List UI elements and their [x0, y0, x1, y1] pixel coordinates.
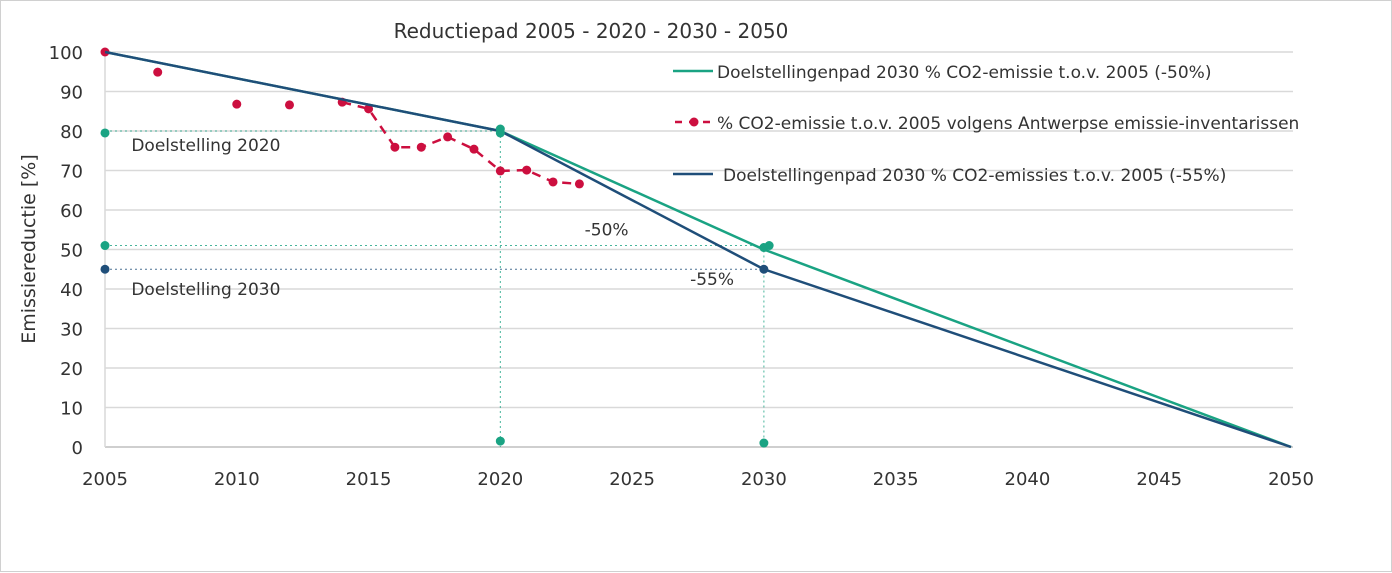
y-tick-label: 90 — [60, 83, 83, 104]
annotation: -55% — [690, 270, 734, 290]
data-point-inventory — [469, 144, 479, 154]
chart-title: Reductiepad 2005 - 2020 - 2030 - 2050 — [394, 19, 789, 43]
target-marker — [100, 264, 110, 274]
annotation: -50% — [585, 221, 629, 241]
x-tick-label: 2050 — [1268, 469, 1314, 490]
target-marker — [100, 128, 110, 138]
annotation: Doelstelling 2030 — [131, 280, 280, 300]
x-tick-label: 2035 — [873, 469, 919, 490]
legend-label: % CO2-emissie t.o.v. 2005 volgens Antwer… — [717, 114, 1299, 134]
y-tick-label: 10 — [60, 399, 83, 420]
data-point-inventory — [390, 142, 400, 152]
annotation: Doelstelling 2020 — [131, 136, 280, 156]
y-tick-label: 100 — [49, 43, 83, 64]
target-marker — [764, 241, 774, 251]
y-tick-label: 30 — [60, 320, 83, 341]
x-tick-label: 2020 — [477, 469, 523, 490]
x-tick-label: 2005 — [82, 469, 128, 490]
data-point-inventory — [443, 132, 453, 142]
data-point-inventory — [574, 179, 584, 189]
target-marker — [759, 264, 769, 274]
legend-label: Doelstellingenpad 2030 % CO2-emissies t.… — [723, 166, 1226, 186]
target-marker — [495, 128, 505, 138]
x-tick-label: 2015 — [346, 469, 392, 490]
data-point-inventory — [416, 142, 426, 152]
legend-marker — [689, 117, 699, 127]
series-line-inventory — [341, 100, 580, 186]
x-tick-label: 2045 — [1136, 469, 1182, 490]
data-point-inventory — [153, 67, 163, 77]
series-line-2 — [104, 50, 1292, 449]
target-marker — [100, 241, 110, 251]
y-tick-label: 70 — [60, 162, 83, 183]
target-marker — [495, 436, 505, 446]
data-point-inventory — [364, 104, 374, 114]
y-tick-label: 40 — [60, 280, 83, 301]
data-point-inventory — [232, 99, 242, 109]
y-tick-label: 80 — [60, 122, 83, 143]
data-point-inventory — [548, 177, 558, 187]
target-marker — [759, 438, 769, 448]
x-tick-label: 2025 — [609, 469, 655, 490]
x-tick-label: 2010 — [214, 469, 260, 490]
legend-label: Doelstellingenpad 2030 % CO2-emissie t.o… — [717, 63, 1211, 83]
y-tick-label: 20 — [60, 359, 83, 380]
data-point-inventory — [495, 166, 505, 176]
x-tick-label: 2040 — [1005, 469, 1051, 490]
y-tick-label: 50 — [60, 241, 83, 262]
y-tick-label: 60 — [60, 201, 83, 222]
x-tick-label: 2030 — [741, 469, 787, 490]
data-point-inventory — [522, 165, 532, 175]
y-tick-label: 0 — [72, 438, 83, 459]
data-point-inventory — [284, 100, 294, 110]
y-axis-label: Emissiereductie [%] — [18, 154, 40, 344]
